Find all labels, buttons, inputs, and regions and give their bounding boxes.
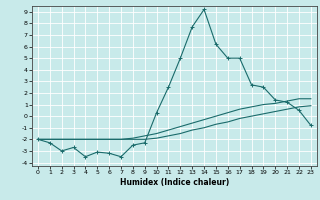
X-axis label: Humidex (Indice chaleur): Humidex (Indice chaleur) [120,178,229,187]
